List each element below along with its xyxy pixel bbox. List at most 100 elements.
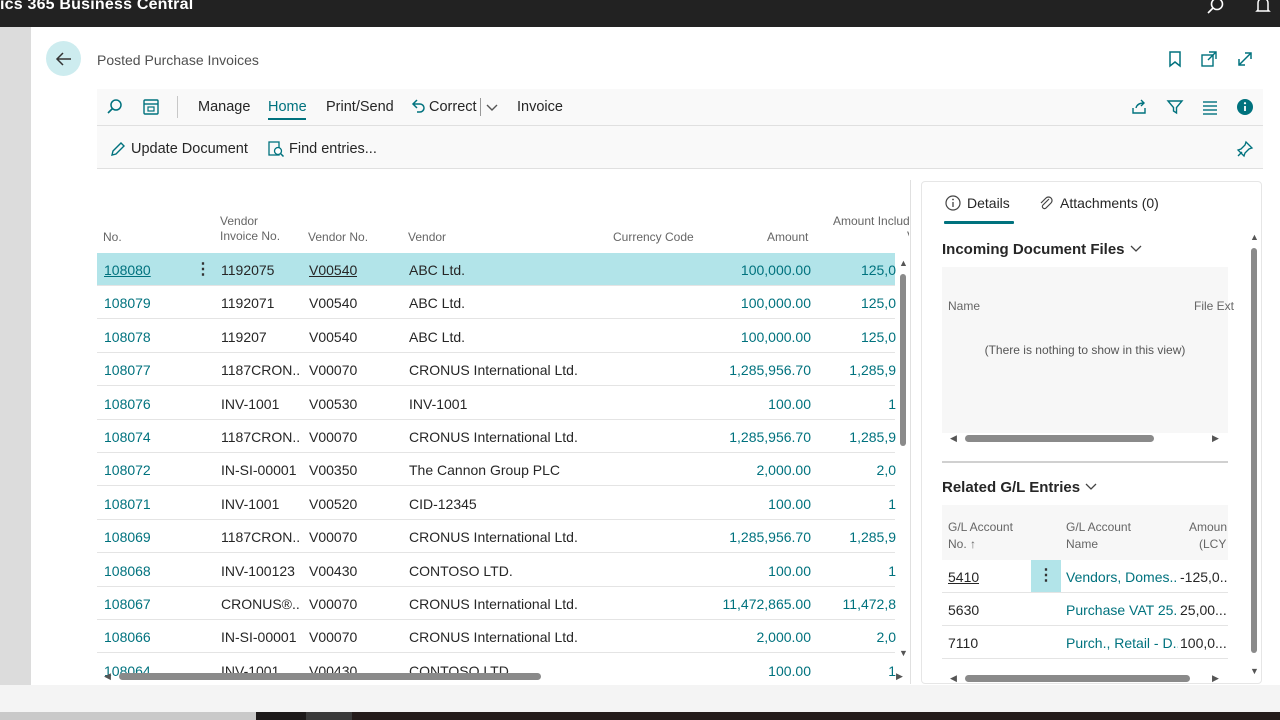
gl-col-account-name[interactable]: G/L Account Name [1066, 520, 1131, 551]
left-gutter [0, 27, 31, 707]
menu-manage[interactable]: Manage [198, 99, 251, 115]
factbox-vertical-scrollbar[interactable]: ▲ ▼ [1250, 232, 1259, 676]
search-icon[interactable] [1206, 0, 1226, 17]
back-button[interactable] [46, 41, 81, 76]
invoice-no-link[interactable]: 108067 [104, 596, 151, 612]
table-row[interactable]: 108077 1187CRON... V00070 CRONUS Internatio… [97, 353, 896, 387]
table-row[interactable]: 108076 INV-1001 V00530 INV-1001 100.00 1 [97, 387, 896, 420]
find-entries-button[interactable]: Find entries... [267, 140, 377, 158]
scroll-up-arrow[interactable]: ▲ [1250, 232, 1259, 242]
invoice-no-link[interactable]: 108071 [104, 495, 151, 512]
amount-including-vat: 1 [888, 495, 896, 512]
chevron-down-icon[interactable] [485, 102, 499, 114]
scroll-right-arrow[interactable]: ▶ [1212, 673, 1219, 683]
table-row[interactable]: 108069 1187CRON... V00070 CRONUS Internatio… [97, 520, 896, 554]
pencil-icon [111, 142, 125, 156]
column-header-vendor[interactable]: Vendor [408, 230, 447, 244]
scroll-thumb[interactable] [1251, 248, 1257, 653]
scroll-down-arrow[interactable]: ▼ [1250, 666, 1259, 676]
table-row[interactable]: 108072 IN-SI-00001 V00350 The Cannon Group … [97, 453, 896, 487]
scroll-left-arrow[interactable]: ◀ [950, 673, 957, 683]
invoice-no-link[interactable]: 108068 [104, 562, 151, 579]
invoice-no-link[interactable]: 108066 [104, 629, 151, 646]
incoming-col-name[interactable]: Name [948, 299, 981, 313]
table-row[interactable]: 108078 119207 V00540 ABC Ltd. 100,000.00 125,… [97, 320, 896, 353]
table-row[interactable]: 108064 INV-1001 V00430 CONTOSO LTD. 100.00 1 [97, 654, 896, 684]
invoice-no-link[interactable]: 108074 [104, 429, 151, 445]
gl-col-account-no[interactable]: G/L Account No. ↑ [948, 520, 1013, 551]
search-icon[interactable] [106, 98, 124, 116]
column-header-vendor-no[interactable]: Vendor No. [308, 230, 369, 244]
app-bar: ics 365 Business Central [0, 0, 1280, 27]
gl-account-name[interactable]: Purchase VAT 25... [1066, 602, 1178, 618]
scroll-down-arrow[interactable]: ▼ [899, 648, 908, 658]
menu-home[interactable]: Home [268, 99, 307, 115]
amount: 100.00 [768, 495, 811, 512]
related-gl-entries-title[interactable]: Related G/L Entries [942, 479, 1098, 496]
filter-icon[interactable] [1166, 98, 1184, 116]
expand-icon[interactable] [1236, 50, 1254, 68]
column-header-no[interactable]: No. [103, 230, 122, 244]
menu-correct[interactable]: Correct [429, 99, 477, 115]
menu-invoice[interactable]: Invoice [517, 99, 563, 115]
invoice-no-link[interactable]: 108077 [104, 362, 151, 379]
column-header-currency[interactable]: Currency Code [613, 230, 694, 244]
table-vertical-scrollbar[interactable]: ▲ ▼ [899, 258, 908, 658]
bell-icon[interactable] [1253, 0, 1273, 17]
vendor-no: V00070 [309, 596, 358, 612]
gl-entry-row[interactable]: 7110 Purch., Retail - D... 100,0... [942, 626, 1228, 659]
edit-list-icon[interactable] [142, 98, 160, 116]
info-icon[interactable] [1236, 98, 1254, 116]
invoice-no-link[interactable]: 108080 [104, 262, 151, 278]
update-document-button[interactable]: Update Document [109, 140, 248, 158]
table-horizontal-scrollbar[interactable]: ◀ ▶ [101, 670, 907, 682]
column-header-amount-incl[interactable]: Amount Includ V [833, 214, 909, 243]
scroll-up-arrow[interactable]: ▲ [899, 258, 908, 268]
row-actions-icon[interactable]: ⋮ [1031, 560, 1061, 592]
scroll-left-arrow[interactable]: ◀ [950, 433, 957, 443]
scroll-thumb[interactable] [965, 675, 1190, 682]
incoming-col-ext[interactable]: File Ext [1194, 299, 1235, 313]
table-row[interactable]: 108080 ⋮ 1192075 V00540 ABC Ltd. 100,000.00 12… [97, 253, 896, 286]
list-view-icon[interactable] [1201, 98, 1219, 116]
menu-print-send[interactable]: Print/Send [326, 99, 394, 115]
table-row[interactable]: 108079 1192071 V00540 ABC Ltd. 100,000.00 125… [97, 286, 896, 320]
invoice-no-link[interactable]: 108069 [104, 529, 151, 546]
gl-entry-row[interactable]: 5630 Purchase VAT 25... 25,00... [942, 593, 1228, 626]
invoice-no-link[interactable]: 108072 [104, 462, 151, 479]
gl-col-amount[interactable]: Amoun (LCY [1189, 520, 1228, 551]
gl-account-name[interactable]: Purch., Retail - D... [1066, 635, 1178, 651]
bookmark-icon[interactable] [1166, 50, 1184, 68]
gl-account-name[interactable]: Vendors, Domes... [1066, 569, 1178, 585]
vendor-no: V00070 [309, 529, 358, 546]
amount: 1,285,956.70 [729, 362, 811, 379]
column-header-amount[interactable]: Amount [767, 230, 809, 244]
tab-details[interactable]: Details [945, 195, 1010, 211]
table-row[interactable]: 108067 CRONUS®... V00070 CRONUS Internation… [97, 587, 896, 620]
scroll-thumb[interactable] [900, 274, 906, 446]
table-row[interactable]: 108068 INV-100123 V00430 CONTOSO LTD. 100.00… [97, 554, 896, 587]
column-header-vendor-invoice[interactable]: Vendor Invoice No. [220, 214, 281, 243]
table-row[interactable]: 108071 INV-1001 V00520 CID-12345 100.00 1 [97, 487, 896, 520]
amount: 100,000.00 [740, 262, 811, 278]
vendor-no[interactable]: V00540 [309, 262, 358, 278]
scroll-right-arrow[interactable]: ▶ [1212, 433, 1219, 443]
scroll-thumb[interactable] [119, 673, 541, 680]
row-actions-icon[interactable]: ⋮ [195, 261, 211, 278]
invoice-no-link[interactable]: 108079 [104, 295, 151, 312]
scroll-right-arrow[interactable]: ▶ [896, 671, 903, 681]
gl-account-no: 7110 [948, 635, 979, 651]
scroll-thumb[interactable] [965, 435, 1154, 442]
invoice-no-link[interactable]: 108078 [104, 328, 151, 345]
pin-icon[interactable] [1236, 140, 1254, 158]
table-row[interactable]: 108074 1187CRON... V00070 CRONUS Internatio… [97, 420, 896, 453]
scroll-left-arrow[interactable]: ◀ [104, 671, 111, 681]
incoming-document-files-title[interactable]: Incoming Document Files [942, 241, 1143, 258]
share-icon[interactable] [1130, 98, 1148, 116]
gl-account-no: 5630 [948, 602, 980, 618]
invoice-no-link[interactable]: 108076 [104, 395, 151, 412]
table-row[interactable]: 108066 IN-SI-00001 V00070 CRONUS Internatio… [97, 620, 896, 654]
open-new-window-icon[interactable] [1200, 50, 1218, 68]
gl-entry-row[interactable]: 5410 ⋮ Vendors, Domes... -125,0... [942, 560, 1228, 593]
tab-attachments[interactable]: Attachments (0) [1038, 195, 1159, 211]
